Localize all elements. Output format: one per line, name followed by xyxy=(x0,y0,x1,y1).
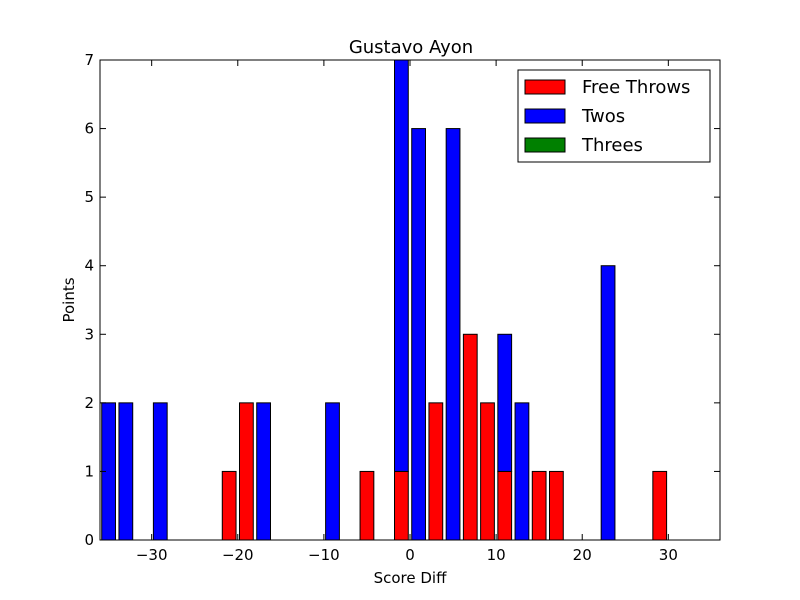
legend-label-threes: Threes xyxy=(581,135,643,156)
x-tick-label: 10 xyxy=(487,546,506,564)
legend-label-twos: Twos xyxy=(581,106,625,127)
bar-twos-20 xyxy=(445,128,461,541)
x-axis-label: Score Diff xyxy=(374,569,447,587)
y-tick-label: 5 xyxy=(84,188,94,206)
bar-twos-1 xyxy=(118,402,134,541)
bar-free-throws-22 xyxy=(480,402,495,541)
bar-free-throws-32 xyxy=(652,470,668,541)
legend-label-free-throws: Free Throws xyxy=(582,77,690,98)
bar-twos-9 xyxy=(256,402,272,541)
x-tick-label: 20 xyxy=(573,546,592,564)
bar-free-throws-23 xyxy=(497,470,513,541)
bar-free-throws-26 xyxy=(549,470,564,541)
y-axis-label: Points xyxy=(60,277,78,322)
bar-twos-24 xyxy=(514,402,530,541)
bars-layer xyxy=(101,59,668,541)
y-tick-label: 2 xyxy=(84,394,94,412)
x-tick-label: −20 xyxy=(222,546,254,564)
bar-twos-23 xyxy=(497,333,513,472)
legend-swatch-free-throws xyxy=(524,79,566,95)
bar-free-throws-17 xyxy=(394,470,409,541)
y-tick-label: 6 xyxy=(84,120,94,138)
x-tick-label: −30 xyxy=(136,546,168,564)
bar-twos-18 xyxy=(411,128,427,541)
x-tick-label: 0 xyxy=(405,546,415,564)
bar-free-throws-15 xyxy=(359,470,375,541)
bar-free-throws-7 xyxy=(221,470,237,541)
x-tick-label: 30 xyxy=(659,546,678,564)
bar-free-throws-19 xyxy=(428,402,444,541)
bar-twos-29 xyxy=(600,265,616,541)
y-tick-label: 3 xyxy=(84,325,94,343)
bar-free-throws-8 xyxy=(239,402,254,541)
legend-swatch-threes xyxy=(524,137,566,153)
ticks-layer: −30 −20 −10 0 10 20 30 0 1 2 3 4 5 6 7 xyxy=(84,51,720,564)
legend-swatch-twos xyxy=(524,108,566,124)
y-tick-label: 4 xyxy=(84,257,94,275)
legend: Free Throws Twos Threes xyxy=(517,69,711,163)
bar-twos-17 xyxy=(394,59,409,472)
bar-free-throws-21 xyxy=(462,333,478,541)
bar-twos-13 xyxy=(325,402,340,541)
x-tick-label: −10 xyxy=(308,546,340,564)
y-tick-label: 1 xyxy=(84,462,94,480)
chart-title: Gustavo Ayon xyxy=(349,37,473,58)
y-tick-label: 7 xyxy=(84,51,94,69)
bar-twos-3 xyxy=(152,402,168,541)
y-tick-label: 0 xyxy=(84,531,94,549)
bar-free-throws-25 xyxy=(531,470,547,541)
